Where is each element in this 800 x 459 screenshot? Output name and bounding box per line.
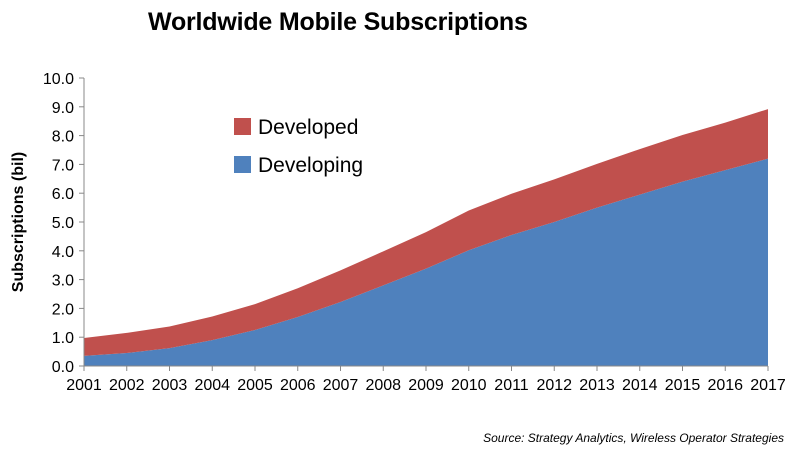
legend-swatch-developing [234,156,251,173]
x-tick-label: 2004 [194,377,230,394]
x-tick-label: 2017 [750,377,786,394]
x-tick-label: 2016 [707,377,743,394]
y-tick-label: 4.0 [52,244,74,261]
legend-label-developed: Developed [258,116,358,139]
y-tick-label: 5.0 [52,215,74,232]
x-tick-label: 2006 [280,377,316,394]
x-tick-label: 2003 [152,377,188,394]
area-developing [84,158,768,366]
y-tick-label: 8.0 [52,129,74,146]
x-tick-label: 2007 [323,377,359,394]
legend-label-developing: Developing [258,154,363,177]
chart-title: Worldwide Mobile Subscriptions [148,8,528,36]
x-tick-label: 2005 [237,377,273,394]
y-tick-label: 2.0 [52,301,74,318]
y-tick-label: 1.0 [52,330,74,347]
area-developed [84,109,768,356]
x-tick-label: 2012 [536,377,572,394]
y-tick-label: 7.0 [52,157,74,174]
y-tick-label: 10.0 [43,71,74,88]
x-tick-label: 2010 [451,377,487,394]
x-tick-label: 2014 [622,377,658,394]
y-tick-label: 0.0 [52,359,74,376]
x-tick-label: 2013 [579,377,615,394]
x-tick-label: 2011 [494,377,529,394]
x-tick-label: 2001 [66,377,102,394]
source-note: Source: Strategy Analytics, Wireless Ope… [483,431,784,445]
x-tick-label: 2008 [365,377,401,394]
legend-swatch-developed [234,118,251,135]
x-tick-label: 2015 [665,377,701,394]
y-tick-label: 9.0 [52,100,74,117]
x-tick-label: 2002 [109,377,145,394]
x-tick-label: 2009 [408,377,444,394]
y-tick-label: 3.0 [52,273,74,290]
y-axis-label: Subscriptions (bil) [10,152,27,292]
y-tick-label: 6.0 [52,186,74,203]
